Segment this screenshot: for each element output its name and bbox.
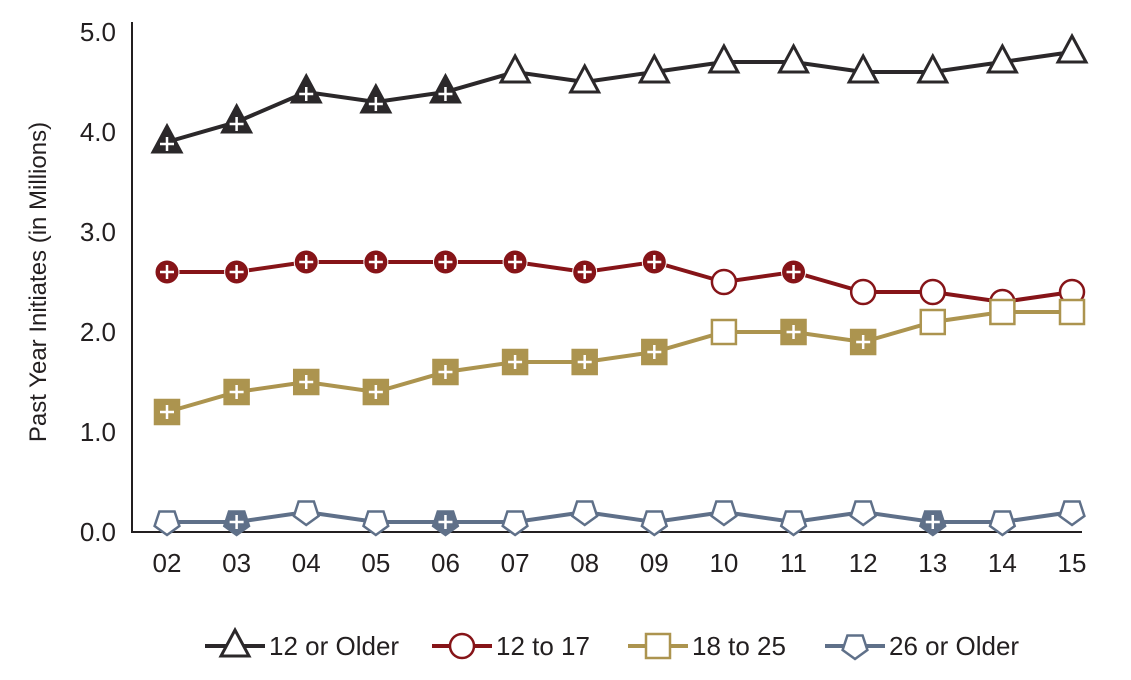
- plus-icon: [368, 97, 383, 111]
- data-point: [637, 52, 671, 84]
- y-tick-label: 5.0: [80, 17, 116, 47]
- data-point: [710, 500, 738, 527]
- data-point: [916, 52, 950, 84]
- plus-icon: [508, 255, 523, 269]
- plus-icon: [160, 137, 174, 151]
- plus-icon: [508, 355, 523, 369]
- x-tick-label: 04: [292, 548, 321, 578]
- legend-label: 12 to 17: [496, 631, 590, 661]
- plus-icon: [160, 265, 174, 279]
- plus-icon: [438, 365, 453, 379]
- data-point: [153, 510, 181, 537]
- pentagon-icon: [841, 634, 869, 661]
- legend-item: 12 or Older: [205, 626, 399, 661]
- x-tick-label: 07: [501, 548, 530, 578]
- data-point: [849, 500, 877, 527]
- data-point: [1058, 298, 1086, 326]
- x-tick-label: 14: [988, 548, 1017, 578]
- data-point: [988, 510, 1017, 537]
- y-tick-label: 4.0: [80, 117, 116, 147]
- x-tick-label: 06: [431, 548, 460, 578]
- plus-icon: [786, 265, 801, 279]
- data-point: [780, 318, 807, 346]
- legend-item: 26 or Older: [825, 631, 1019, 661]
- axes: [131, 22, 1082, 533]
- data-point: [707, 42, 741, 74]
- series-12-to-17: [154, 249, 1086, 316]
- plus-icon: [577, 355, 592, 369]
- data-point: [640, 510, 669, 537]
- data-point: [362, 510, 390, 537]
- plus-icon: [299, 87, 314, 101]
- x-tick-label: 05: [361, 548, 390, 578]
- data-point: [498, 52, 532, 84]
- x-tick-label: 15: [1058, 548, 1087, 578]
- plus-icon: [299, 255, 314, 269]
- y-tick-label: 0.0: [80, 517, 116, 547]
- data-point: [849, 278, 877, 306]
- legend-label: 12 or Older: [269, 631, 399, 661]
- plus-icon: [786, 325, 801, 339]
- plus-icon: [647, 345, 662, 359]
- data-point: [919, 278, 947, 306]
- x-tick-label: 09: [640, 548, 669, 578]
- data-point: [710, 318, 738, 346]
- data-point: [710, 268, 738, 296]
- plus-icon: [229, 117, 244, 131]
- legend-item: 18 to 25: [628, 631, 786, 661]
- data-point: [570, 500, 599, 527]
- data-point: [919, 308, 947, 336]
- data-point: [779, 510, 808, 537]
- legend-label: 18 to 25: [692, 631, 786, 661]
- plus-icon: [368, 255, 383, 269]
- data-point: [1055, 32, 1089, 64]
- data-point: [849, 328, 877, 356]
- data-point: [292, 500, 321, 527]
- legend: 12 or Older 12 to 17 18 to 25 26 or Older: [205, 626, 1019, 661]
- plus-icon: [577, 265, 592, 279]
- plus-icon: [229, 515, 244, 529]
- plus-icon: [368, 385, 383, 399]
- x-tick-label: 11: [780, 548, 807, 578]
- series-line: [166, 50, 1073, 144]
- y-tick-label: 3.0: [80, 217, 116, 247]
- data-point: [985, 42, 1019, 74]
- x-tick-label: 08: [570, 548, 599, 578]
- legend-label: 26 or Older: [889, 631, 1019, 661]
- x-tick-label: 13: [918, 548, 947, 578]
- y-axis-label: Past Year Initiates (in Millions): [25, 122, 52, 442]
- series-26-or-older: [153, 500, 1086, 537]
- triangle-icon: [218, 626, 252, 658]
- y-tick-label: 2.0: [80, 317, 116, 347]
- legend-item: 12 to 17: [432, 631, 590, 661]
- x-tick-label: 03: [222, 548, 251, 578]
- data-point: [777, 42, 811, 74]
- data-point: [846, 52, 880, 84]
- x-tick-label: 02: [153, 548, 182, 578]
- plus-icon: [856, 335, 871, 349]
- plus-icon: [229, 265, 244, 279]
- data-point: [223, 378, 250, 406]
- data-point: [568, 62, 602, 94]
- x-tick-label: 12: [849, 548, 878, 578]
- x-tick-label: 10: [709, 548, 738, 578]
- plus-icon: [438, 255, 453, 269]
- circle-icon: [448, 632, 476, 660]
- data-point: [501, 510, 529, 537]
- plus-icon: [438, 515, 453, 529]
- plus-icon: [647, 255, 662, 269]
- data-point: [1058, 500, 1086, 527]
- data-point: [989, 298, 1016, 326]
- series-18-to-25: [153, 298, 1086, 426]
- plus-icon: [925, 515, 940, 529]
- y-tick-label: 1.0: [80, 417, 116, 447]
- plus-icon: [229, 385, 244, 399]
- plus-icon: [299, 375, 314, 389]
- series-12-or-older: [150, 32, 1089, 154]
- plus-icon: [160, 405, 174, 419]
- square-icon: [644, 632, 672, 660]
- plus-icon: [438, 87, 453, 101]
